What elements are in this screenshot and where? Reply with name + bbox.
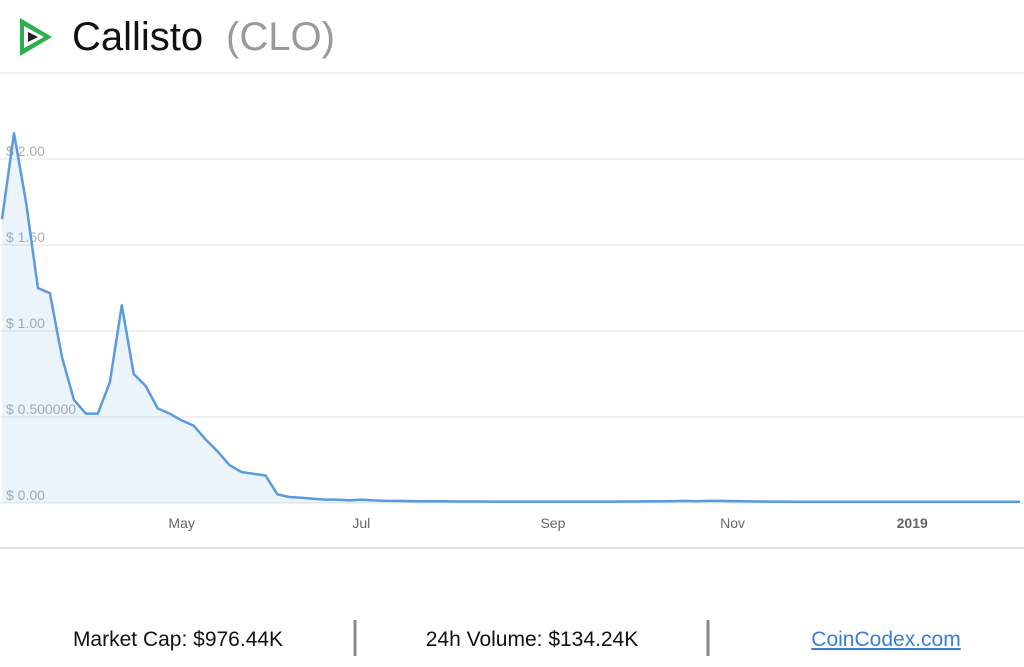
y-tick-label: $ 0.00 <box>6 487 45 503</box>
line <box>0 131 1020 504</box>
x-tick-label: 2019 <box>897 515 928 531</box>
market-cap: Market Cap: $976.44K <box>73 628 283 651</box>
area <box>2 133 1020 503</box>
y-tick-label: $ 0.500000 <box>6 401 76 417</box>
ticker: (CLO) <box>226 15 335 59</box>
y-tick-label: $ 1.00 <box>6 315 45 331</box>
title: Callisto <box>72 15 203 59</box>
x-tick-label: May <box>168 515 194 531</box>
logo <box>20 18 52 56</box>
x-tick-label: Nov <box>720 515 745 531</box>
link[interactable]: CoinCodex.com <box>811 628 960 651</box>
volume: 24h Volume: $134.24K <box>426 628 639 651</box>
y-tick-label: $ 1.50 <box>6 229 45 245</box>
x-tick-label: Jul <box>352 515 370 531</box>
x-tick-label: Sep <box>540 515 565 531</box>
